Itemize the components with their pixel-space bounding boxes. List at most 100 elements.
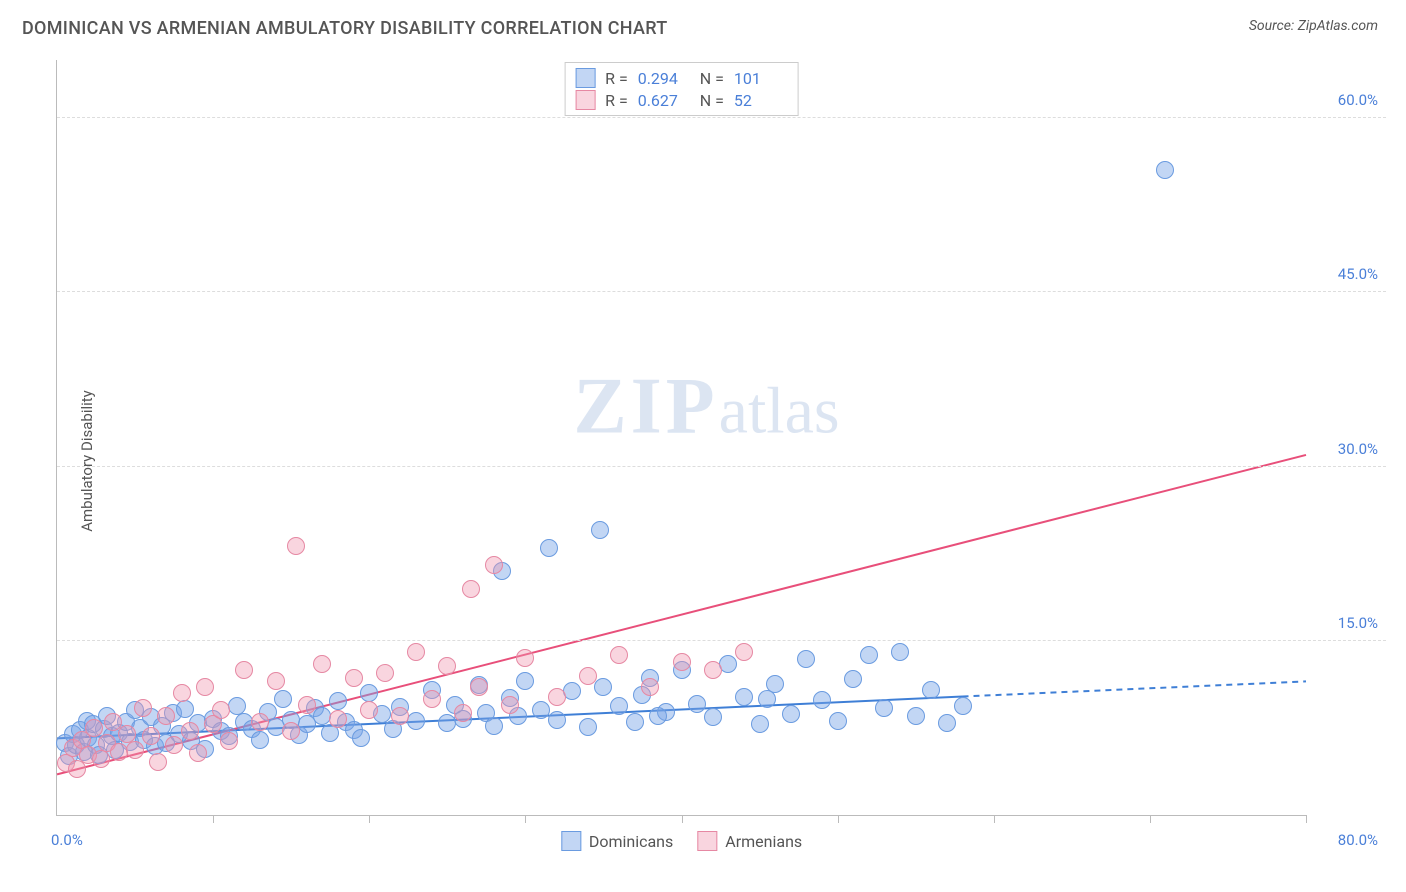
- data-point: [196, 678, 214, 696]
- gridline-h: [57, 291, 1386, 292]
- data-point: [591, 521, 609, 539]
- correlation-legend: R = 0.294 N = 101 R = 0.627 N = 52: [564, 62, 799, 116]
- data-point: [274, 690, 292, 708]
- data-point: [922, 681, 940, 699]
- data-point: [212, 701, 230, 719]
- data-point: [485, 556, 503, 574]
- x-tick: [369, 815, 370, 823]
- data-point: [251, 731, 269, 749]
- data-point: [470, 678, 488, 696]
- data-point: [189, 744, 207, 762]
- data-point: [345, 669, 363, 687]
- data-point: [462, 580, 480, 598]
- x-axis-start-label: 0.0%: [51, 831, 83, 849]
- data-point: [391, 707, 409, 725]
- data-point: [860, 646, 878, 664]
- data-point: [85, 719, 103, 737]
- data-point: [142, 727, 160, 745]
- trend-line-extrapolated: [963, 681, 1306, 696]
- data-point: [844, 670, 862, 688]
- n-value-dominicans: 101: [734, 69, 786, 88]
- data-point: [954, 697, 972, 715]
- legend-row-dominicans: R = 0.294 N = 101: [575, 67, 786, 89]
- data-point: [165, 736, 183, 754]
- data-point: [610, 646, 628, 664]
- data-point: [423, 690, 441, 708]
- data-point: [352, 729, 370, 747]
- data-point: [540, 539, 558, 557]
- data-point: [501, 696, 519, 714]
- data-point: [938, 714, 956, 732]
- legend-item-armenians: Armenians: [697, 831, 802, 851]
- data-point: [649, 707, 667, 725]
- swatch-armenians: [697, 831, 717, 851]
- data-point: [407, 712, 425, 730]
- data-point: [267, 672, 285, 690]
- data-point: [516, 672, 534, 690]
- data-point: [704, 661, 722, 679]
- data-point: [563, 682, 581, 700]
- x-tick: [525, 815, 526, 823]
- data-point: [735, 643, 753, 661]
- data-point: [454, 704, 472, 722]
- data-point: [875, 699, 893, 717]
- swatch-dominicans: [575, 68, 595, 88]
- legend-item-dominicans: Dominicans: [561, 831, 673, 851]
- data-point: [594, 678, 612, 696]
- data-point: [782, 705, 800, 723]
- data-point: [829, 712, 847, 730]
- data-point: [298, 696, 316, 714]
- data-point: [516, 649, 534, 667]
- data-point: [134, 699, 152, 717]
- data-point: [287, 537, 305, 555]
- data-point: [1156, 161, 1174, 179]
- gridline-h: [57, 466, 1386, 467]
- data-point: [313, 655, 331, 673]
- data-point: [673, 653, 691, 671]
- data-point: [329, 692, 347, 710]
- n-label: N =: [700, 91, 724, 110]
- swatch-dominicans: [561, 831, 581, 851]
- x-axis-end-label: 80.0%: [1338, 831, 1378, 849]
- data-point: [610, 697, 628, 715]
- chart-container: Ambulatory Disability ZIPatlas R = 0.294…: [22, 50, 1386, 872]
- data-point: [719, 655, 737, 673]
- x-tick: [213, 815, 214, 823]
- r-label: R =: [605, 69, 628, 88]
- data-point: [126, 741, 144, 759]
- gridline-h: [57, 640, 1386, 641]
- data-point: [907, 707, 925, 725]
- y-tick-label: 30.0%: [1338, 440, 1378, 458]
- legend-row-armenians: R = 0.627 N = 52: [575, 89, 786, 111]
- data-point: [626, 713, 644, 731]
- data-point: [282, 722, 300, 740]
- data-point: [579, 718, 597, 736]
- y-tick-label: 45.0%: [1338, 265, 1378, 283]
- data-point: [641, 678, 659, 696]
- swatch-armenians: [575, 90, 595, 110]
- gridline-h: [57, 117, 1386, 118]
- data-point: [360, 701, 378, 719]
- source-attribution: Source: ZipAtlas.com: [1249, 18, 1378, 34]
- data-point: [548, 688, 566, 706]
- data-point: [438, 657, 456, 675]
- data-point: [797, 650, 815, 668]
- data-point: [329, 710, 347, 728]
- data-point: [891, 643, 909, 661]
- chart-title: DOMINICAN VS ARMENIAN AMBULATORY DISABIL…: [22, 18, 668, 39]
- r-value-dominicans: 0.294: [638, 69, 690, 88]
- n-label: N =: [700, 69, 724, 88]
- data-point: [688, 695, 706, 713]
- data-point: [149, 753, 167, 771]
- r-value-armenians: 0.627: [638, 91, 690, 110]
- legend-label-dominicans: Dominicans: [589, 832, 673, 851]
- header: DOMINICAN VS ARMENIAN AMBULATORY DISABIL…: [0, 0, 1406, 47]
- x-tick: [682, 815, 683, 823]
- x-tick: [838, 815, 839, 823]
- data-point: [548, 711, 566, 729]
- series-legend: Dominicans Armenians: [561, 831, 802, 851]
- data-point: [173, 684, 191, 702]
- r-label: R =: [605, 91, 628, 110]
- x-tick: [1306, 815, 1307, 823]
- data-point: [157, 707, 175, 725]
